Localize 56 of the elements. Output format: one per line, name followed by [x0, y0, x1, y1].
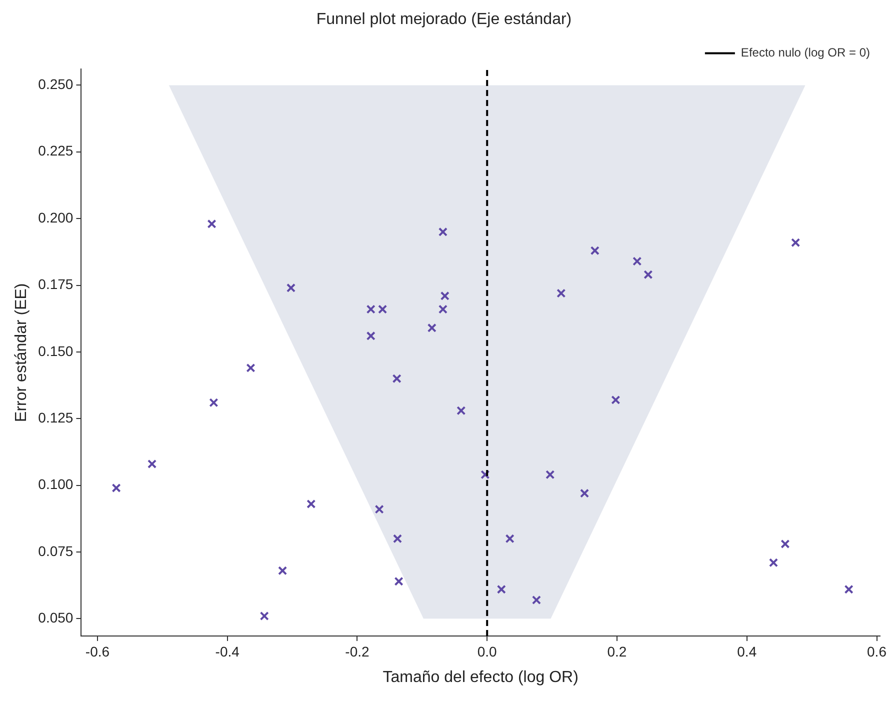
- point: [378, 304, 388, 314]
- point: [611, 395, 620, 404]
- y-tick-label: 0.100: [38, 476, 74, 492]
- point: [246, 363, 256, 372]
- point: [374, 504, 384, 514]
- y-tick-label: 0.175: [38, 276, 74, 292]
- point: [286, 283, 296, 292]
- point: [392, 534, 402, 544]
- point: [440, 291, 450, 300]
- point: [278, 566, 288, 576]
- y-tick-label: 0.225: [38, 142, 74, 159]
- x-tick-label: -0.6: [85, 643, 110, 660]
- point: [112, 483, 121, 492]
- point: [427, 323, 436, 332]
- point: [844, 584, 854, 594]
- point: [580, 488, 590, 498]
- point: [590, 246, 600, 256]
- point: [366, 304, 376, 314]
- point: [456, 406, 466, 416]
- point: [644, 270, 653, 280]
- x-tick-label: 0.4: [737, 643, 757, 660]
- point: [768, 558, 778, 568]
- chart-title: Funnel plot mejorado (Eje estándar): [316, 11, 572, 28]
- point: [791, 238, 800, 248]
- point: [480, 470, 490, 480]
- point: [546, 470, 555, 480]
- y-tick-label: 0.250: [38, 76, 74, 92]
- point: [780, 539, 790, 549]
- y-axis-title: Error estándar (EE): [13, 283, 30, 422]
- point: [505, 534, 514, 544]
- point: [438, 227, 448, 236]
- point: [556, 288, 566, 298]
- x-tick-label: 0.0: [477, 643, 498, 660]
- x-tick-label: -0.2: [345, 643, 370, 660]
- point: [147, 459, 157, 468]
- y-tick-label: 0.200: [38, 209, 74, 226]
- y-tick-label: 0.050: [38, 610, 74, 626]
- point: [632, 256, 642, 266]
- y-tick-label: 0.125: [38, 409, 74, 426]
- y-tick-label: 0.075: [38, 542, 74, 559]
- point: [209, 398, 218, 408]
- x-tick-label: -0.4: [215, 643, 240, 660]
- y-tick-label: 0.150: [38, 342, 74, 359]
- legend-label: Efecto nulo (log OR = 0): [740, 46, 870, 60]
- point: [260, 611, 269, 621]
- point: [392, 374, 402, 384]
- point: [496, 584, 506, 594]
- point: [306, 499, 316, 509]
- point: [394, 576, 404, 586]
- point: [532, 595, 541, 605]
- x-tick-label: 0.2: [607, 643, 627, 660]
- point: [438, 304, 448, 314]
- point: [366, 331, 376, 340]
- point: [207, 219, 216, 228]
- x-tick-label: 0.6: [867, 643, 887, 660]
- x-axis-title: Tamaño del efecto (log OR): [382, 668, 578, 686]
